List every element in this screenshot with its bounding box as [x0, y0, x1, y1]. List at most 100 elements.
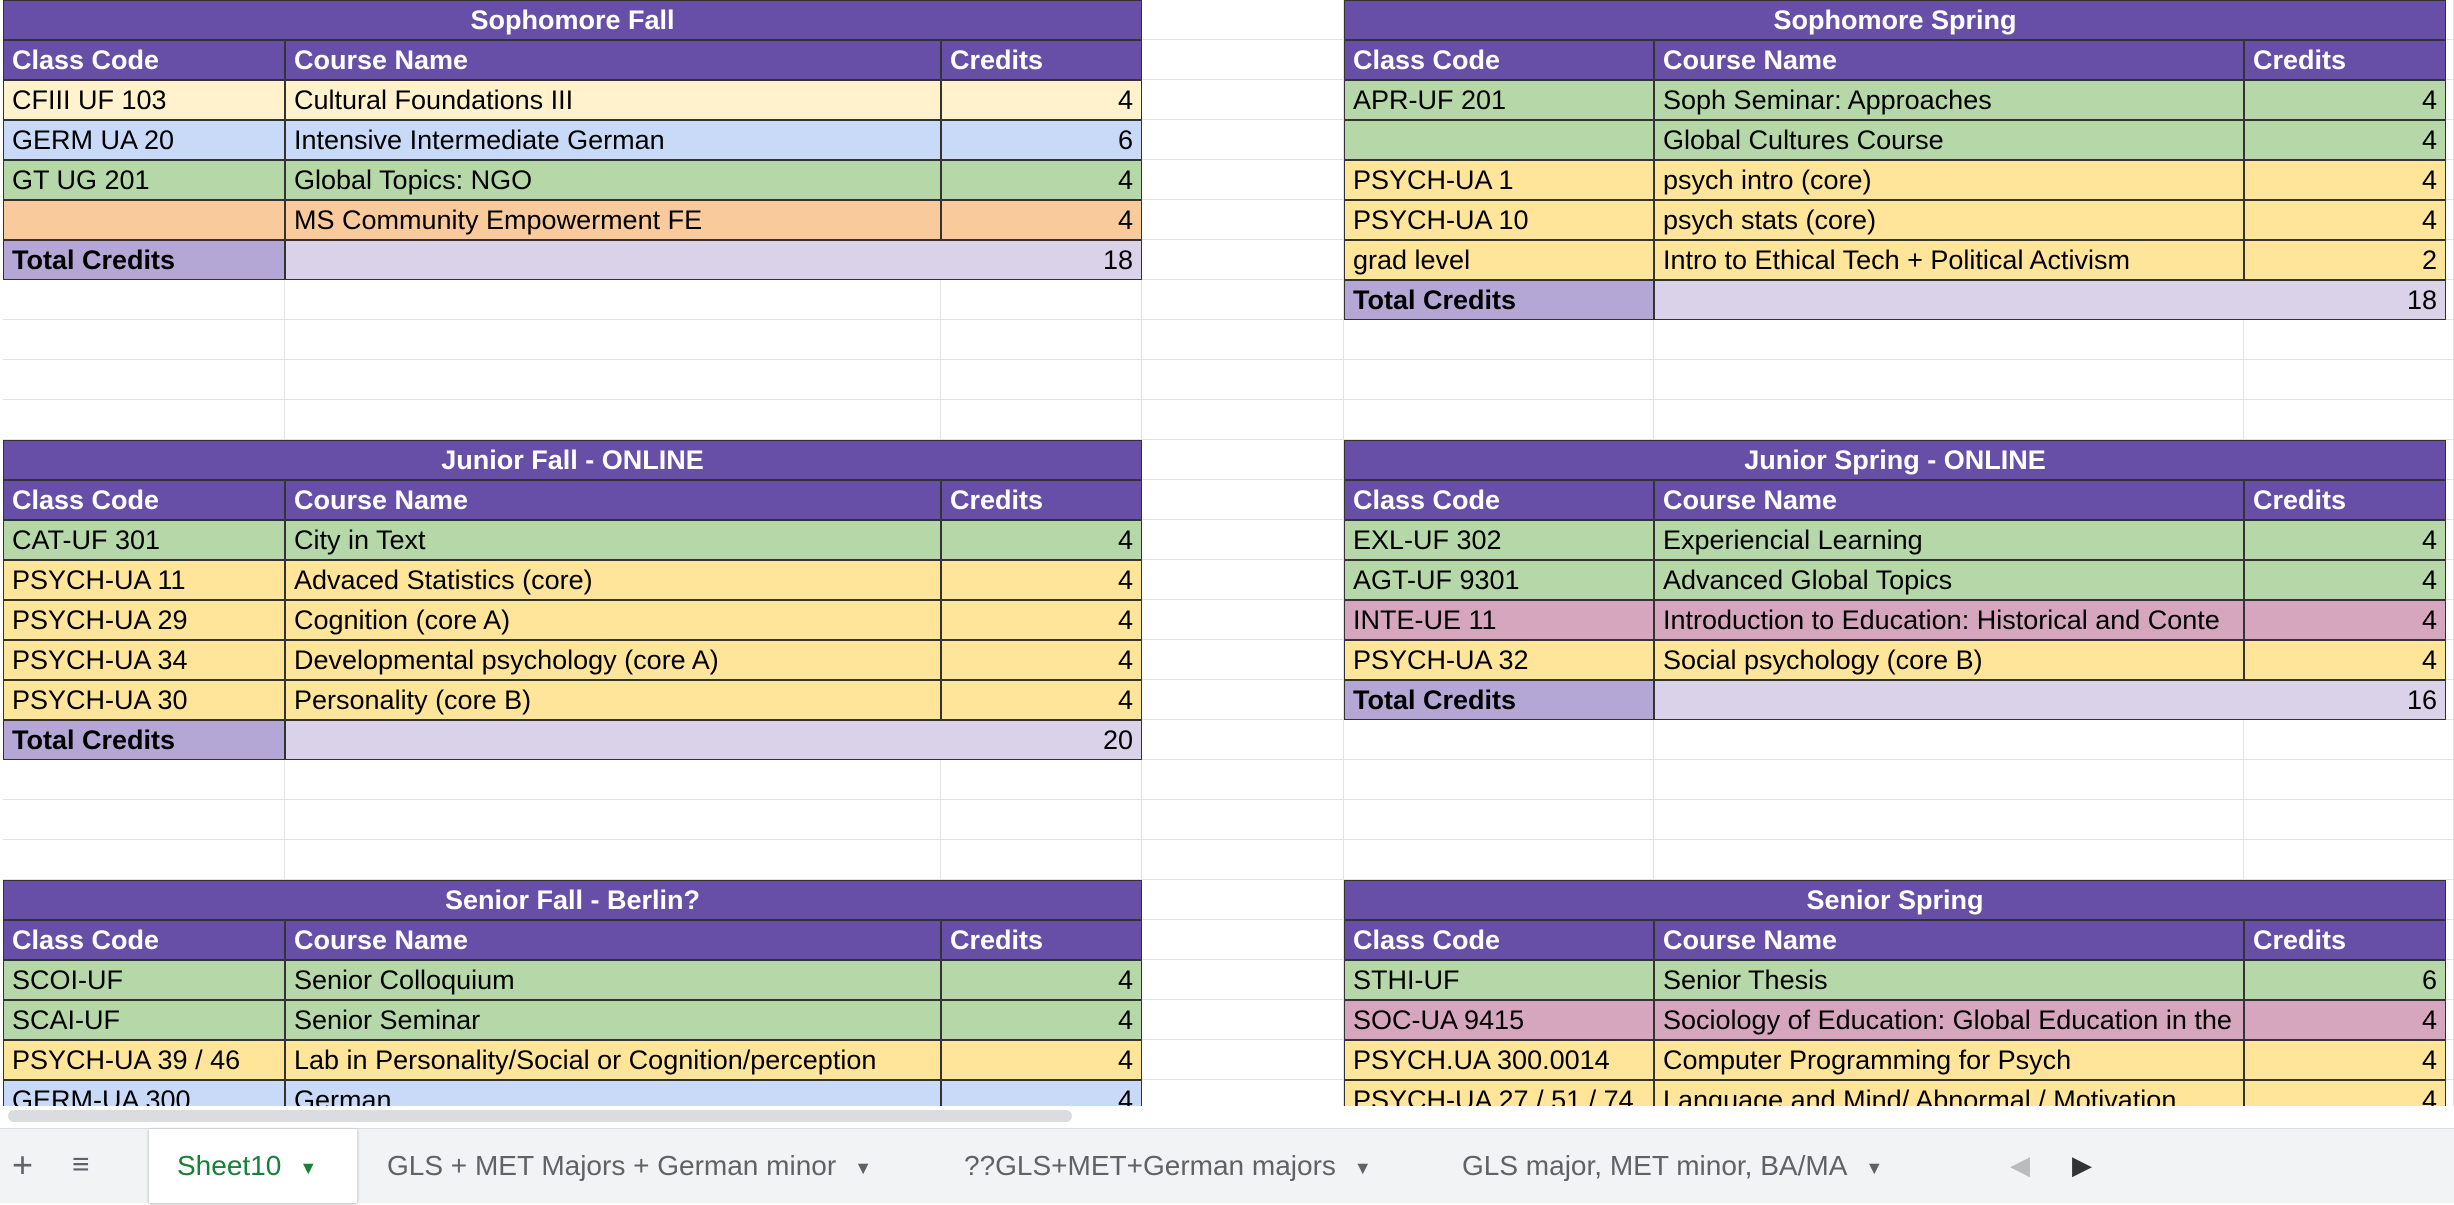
class-code-cell[interactable]: GERM UA 20 [3, 120, 285, 160]
total-credits-cell[interactable]: 18 [1654, 280, 2446, 320]
credits-cell[interactable]: 4 [2244, 1000, 2446, 1040]
credits-cell[interactable]: 4 [941, 160, 1142, 200]
course-name-cell[interactable]: Computer Programming for Psych [1654, 1040, 2244, 1080]
course-name-cell[interactable]: Cultural Foundations III [285, 80, 941, 120]
class-code-cell[interactable]: GERM-UA 300 [3, 1080, 285, 1106]
course-name-cell[interactable]: Intro to Ethical Tech + Political Activi… [1654, 240, 2244, 280]
class-code-cell[interactable]: PSYCH-UA 27 / 51 / 74 [1344, 1080, 1654, 1106]
total-credits-cell[interactable]: 18 [285, 240, 1142, 280]
table-title[interactable]: Sophomore Fall [3, 0, 1142, 40]
column-header[interactable]: Credits [2244, 920, 2446, 960]
column-header[interactable]: Class Code [1344, 480, 1654, 520]
horizontal-scrollbar[interactable] [8, 1110, 1072, 1122]
credits-cell[interactable]: 4 [2244, 200, 2446, 240]
class-code-cell[interactable]: PSYCH-UA 34 [3, 640, 285, 680]
tab-menu-arrow[interactable]: ▼ [1353, 1157, 1372, 1178]
class-code-cell[interactable]: STHI-UF [1344, 960, 1654, 1000]
course-name-cell[interactable]: Cognition (core A) [285, 600, 941, 640]
course-name-cell[interactable]: Senior Colloquium [285, 960, 941, 1000]
class-code-cell[interactable]: GT UG 201 [3, 160, 285, 200]
credits-cell[interactable]: 4 [2244, 160, 2446, 200]
credits-cell[interactable]: 2 [2244, 240, 2446, 280]
table-title[interactable]: Junior Spring - ONLINE [1344, 440, 2446, 480]
credits-cell[interactable]: 4 [941, 640, 1142, 680]
credits-cell[interactable]: 4 [2244, 600, 2446, 640]
class-code-cell[interactable]: PSYCH-UA 1 [1344, 160, 1654, 200]
sheet-tab[interactable]: ??GLS+MET+German majors ▼ [964, 1150, 1372, 1181]
course-name-cell[interactable]: Senior Seminar [285, 1000, 941, 1040]
course-name-cell[interactable]: Intensive Intermediate German [285, 120, 941, 160]
sheet-tab[interactable]: GLS major, MET minor, BA/MA ▼ [1462, 1150, 1884, 1181]
course-name-cell[interactable]: psych intro (core) [1654, 160, 2244, 200]
course-name-cell[interactable]: Developmental psychology (core A) [285, 640, 941, 680]
course-name-cell[interactable]: City in Text [285, 520, 941, 560]
column-header[interactable]: Class Code [3, 920, 285, 960]
course-name-cell[interactable]: Sociology of Education: Global Education… [1654, 1000, 2244, 1040]
class-code-cell[interactable]: CFIII UF 103 [3, 80, 285, 120]
credits-cell[interactable]: 4 [941, 1000, 1142, 1040]
credits-cell[interactable]: 4 [2244, 120, 2446, 160]
class-code-cell[interactable]: AGT-UF 9301 [1344, 560, 1654, 600]
credits-cell[interactable]: 4 [941, 1080, 1142, 1106]
course-name-cell[interactable]: Advaced Statistics (core) [285, 560, 941, 600]
column-header[interactable]: Course Name [1654, 480, 2244, 520]
column-header[interactable]: Class Code [3, 40, 285, 80]
column-header[interactable]: Credits [941, 920, 1142, 960]
course-name-cell[interactable]: German [285, 1080, 941, 1106]
total-credits-cell[interactable]: 20 [285, 720, 1142, 760]
tab-menu-arrow[interactable]: ▼ [854, 1157, 873, 1178]
column-header[interactable]: Course Name [1654, 40, 2244, 80]
column-header[interactable]: Credits [941, 480, 1142, 520]
credits-cell[interactable]: 4 [2244, 1080, 2446, 1106]
class-code-cell[interactable]: PSYCH-UA 10 [1344, 200, 1654, 240]
total-label-cell[interactable]: Total Credits [3, 720, 285, 760]
credits-cell[interactable]: 4 [2244, 640, 2446, 680]
course-name-cell[interactable]: Language and Mind/ Abnormal / Motivation [1654, 1080, 2244, 1106]
course-name-cell[interactable]: Experiencial Learning [1654, 520, 2244, 560]
class-code-cell[interactable]: PSYCH.UA 300.0014 [1344, 1040, 1654, 1080]
course-name-cell[interactable]: psych stats (core) [1654, 200, 2244, 240]
column-header[interactable]: Course Name [285, 40, 941, 80]
course-name-cell[interactable]: Lab in Personality/Social or Cognition/p… [285, 1040, 941, 1080]
credits-cell[interactable]: 4 [941, 80, 1142, 120]
column-header[interactable]: Class Code [1344, 920, 1654, 960]
table-title[interactable]: Sophomore Spring [1344, 0, 2446, 40]
column-header[interactable]: Credits [2244, 480, 2446, 520]
course-name-cell[interactable]: MS Community Empowerment FE [285, 200, 941, 240]
column-header[interactable]: Course Name [1654, 920, 2244, 960]
credits-cell[interactable]: 4 [941, 520, 1142, 560]
course-name-cell[interactable]: Global Cultures Course [1654, 120, 2244, 160]
course-name-cell[interactable]: Personality (core B) [285, 680, 941, 720]
class-code-cell[interactable]: EXL-UF 302 [1344, 520, 1654, 560]
total-credits-cell[interactable]: 16 [1654, 680, 2446, 720]
class-code-cell[interactable]: CAT-UF 301 [3, 520, 285, 560]
course-name-cell[interactable]: Senior Thesis [1654, 960, 2244, 1000]
class-code-cell[interactable]: SCAI-UF [3, 1000, 285, 1040]
credits-cell[interactable]: 6 [941, 120, 1142, 160]
credits-cell[interactable]: 4 [941, 960, 1142, 1000]
table-title[interactable]: Junior Fall - ONLINE [3, 440, 1142, 480]
class-code-cell[interactable]: PSYCH-UA 30 [3, 680, 285, 720]
total-label-cell[interactable]: Total Credits [3, 240, 285, 280]
class-code-cell[interactable]: INTE-UE 11 [1344, 600, 1654, 640]
total-label-cell[interactable]: Total Credits [1344, 680, 1654, 720]
credits-cell[interactable]: 4 [941, 200, 1142, 240]
tab-menu-arrow[interactable]: ▼ [299, 1157, 318, 1178]
column-header[interactable]: Credits [941, 40, 1142, 80]
total-label-cell[interactable]: Total Credits [1344, 280, 1654, 320]
column-header[interactable]: Class Code [3, 480, 285, 520]
credits-cell[interactable]: 6 [2244, 960, 2446, 1000]
scroll-tabs-right[interactable]: ▶ [2072, 1150, 2092, 1180]
credits-cell[interactable]: 4 [941, 1040, 1142, 1080]
course-name-cell[interactable]: Introduction to Education: Historical an… [1654, 600, 2244, 640]
class-code-cell[interactable]: grad level [1344, 240, 1654, 280]
table-title[interactable]: Senior Fall - Berlin? [3, 880, 1142, 920]
column-header[interactable]: Class Code [1344, 40, 1654, 80]
credits-cell[interactable]: 4 [941, 680, 1142, 720]
course-name-cell[interactable]: Global Topics: NGO [285, 160, 941, 200]
credits-cell[interactable]: 4 [941, 560, 1142, 600]
course-name-cell[interactable]: Advanced Global Topics [1654, 560, 2244, 600]
class-code-cell[interactable]: PSYCH-UA 11 [3, 560, 285, 600]
credits-cell[interactable]: 4 [2244, 520, 2446, 560]
credits-cell[interactable]: 4 [2244, 560, 2446, 600]
